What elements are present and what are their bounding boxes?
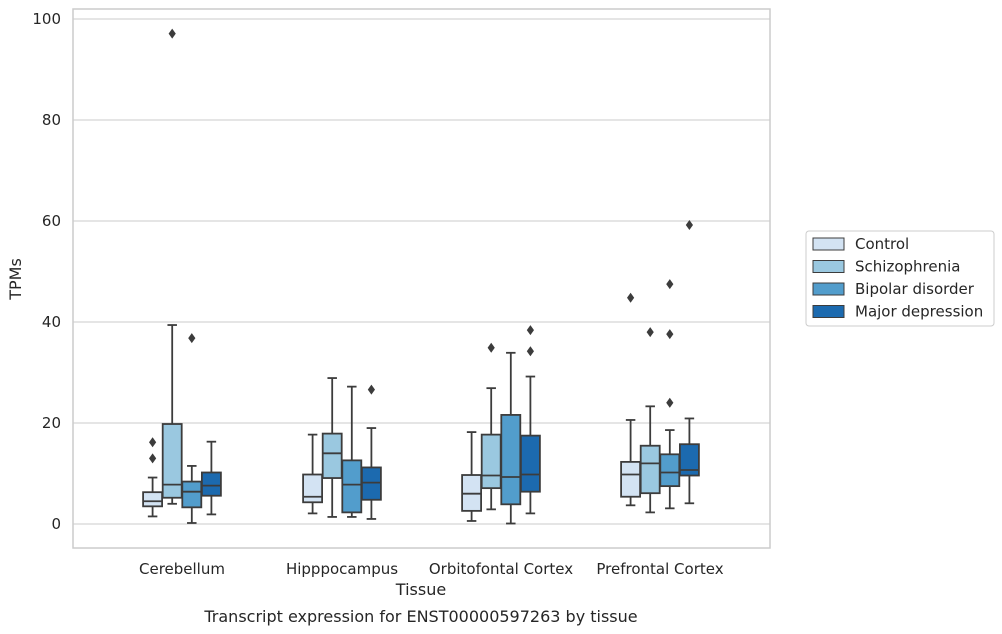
box-1-2 (341, 385, 363, 518)
y-tick-label: 60 (42, 212, 61, 230)
legend-label: Schizophrenia (855, 258, 960, 276)
y-tick-label: 80 (42, 111, 61, 129)
box-2-3 (520, 325, 541, 515)
box-body (500, 414, 522, 506)
box-body (161, 423, 183, 499)
box-body (360, 466, 382, 501)
x-tick-label: Orbitofontal Cortex (429, 560, 573, 578)
y-tick-label: 0 (51, 515, 61, 533)
box-body (341, 459, 363, 514)
x-tick-label: Hipppocampus (286, 560, 398, 578)
chart-caption: Transcript expression for ENST0000059726… (203, 607, 637, 626)
gridlines (73, 18, 770, 525)
outlier-point (666, 397, 674, 408)
box-0-2 (181, 333, 203, 524)
box-3-2 (659, 279, 681, 510)
outlier-point (526, 325, 534, 336)
legend-items: Control Schizophrenia Bipolar disorder Majo… (812, 235, 983, 321)
legend-swatch (812, 260, 845, 273)
plot-frame (72, 8, 771, 549)
box-0-1 (161, 28, 183, 505)
box-body (679, 443, 700, 477)
legend-swatch (812, 282, 845, 296)
boxes (142, 28, 700, 525)
box-3-3 (679, 220, 700, 505)
box-body (200, 471, 222, 497)
box-1-0 (302, 433, 324, 515)
legend-label: Control (855, 235, 909, 253)
legend-swatch (812, 305, 845, 318)
box-body (321, 432, 343, 479)
x-tick-labels: Cerebellum Hipppocampus Orbitofontal Corte… (139, 560, 724, 578)
legend-label: Bipolar disorder (855, 280, 975, 298)
outlier-point (526, 346, 534, 357)
legend-label: Major depression (855, 303, 983, 321)
outlier-point (666, 329, 674, 340)
box-2-0 (461, 431, 483, 522)
box-body (659, 453, 681, 488)
box-body (480, 433, 502, 490)
box-0-3 (200, 440, 222, 516)
y-tick-label: 20 (42, 414, 61, 432)
outlier-point (487, 342, 495, 353)
legend-frame (805, 230, 995, 327)
y-tick-label: 40 (42, 313, 61, 331)
box-2-1 (480, 342, 502, 511)
outlier-point (188, 333, 196, 344)
box-body (181, 480, 203, 509)
box-2-2 (500, 351, 522, 525)
legend-swatch (812, 237, 845, 251)
outlier-point (646, 327, 654, 338)
box-1-3 (360, 384, 382, 520)
outlier-point (627, 292, 635, 303)
box-body (142, 491, 164, 508)
box-body (520, 434, 541, 493)
x-axis-title: Tissue (395, 580, 446, 599)
y-tick-label: 100 (32, 10, 61, 28)
outlier-point (168, 28, 176, 39)
box-3-1 (639, 327, 661, 514)
y-tick-labels: 0 20 40 60 80 100 (32, 10, 61, 533)
x-tick-label: Prefrontal Cortex (596, 560, 723, 578)
box-0-0 (142, 437, 164, 518)
legend: Control Schizophrenia Bipolar disorder Majo… (805, 230, 995, 327)
box-1-1 (321, 377, 343, 518)
outlier-point (666, 279, 674, 290)
box-body (639, 444, 661, 495)
y-axis-title: TPMs (6, 258, 25, 301)
x-tick-label: Cerebellum (139, 560, 225, 578)
outlier-point (685, 220, 693, 231)
box-body (620, 460, 641, 498)
outlier-point (367, 384, 375, 395)
box-3-0 (620, 292, 641, 507)
box-body (302, 473, 324, 504)
outlier-point (149, 453, 157, 464)
outlier-point (149, 437, 157, 448)
